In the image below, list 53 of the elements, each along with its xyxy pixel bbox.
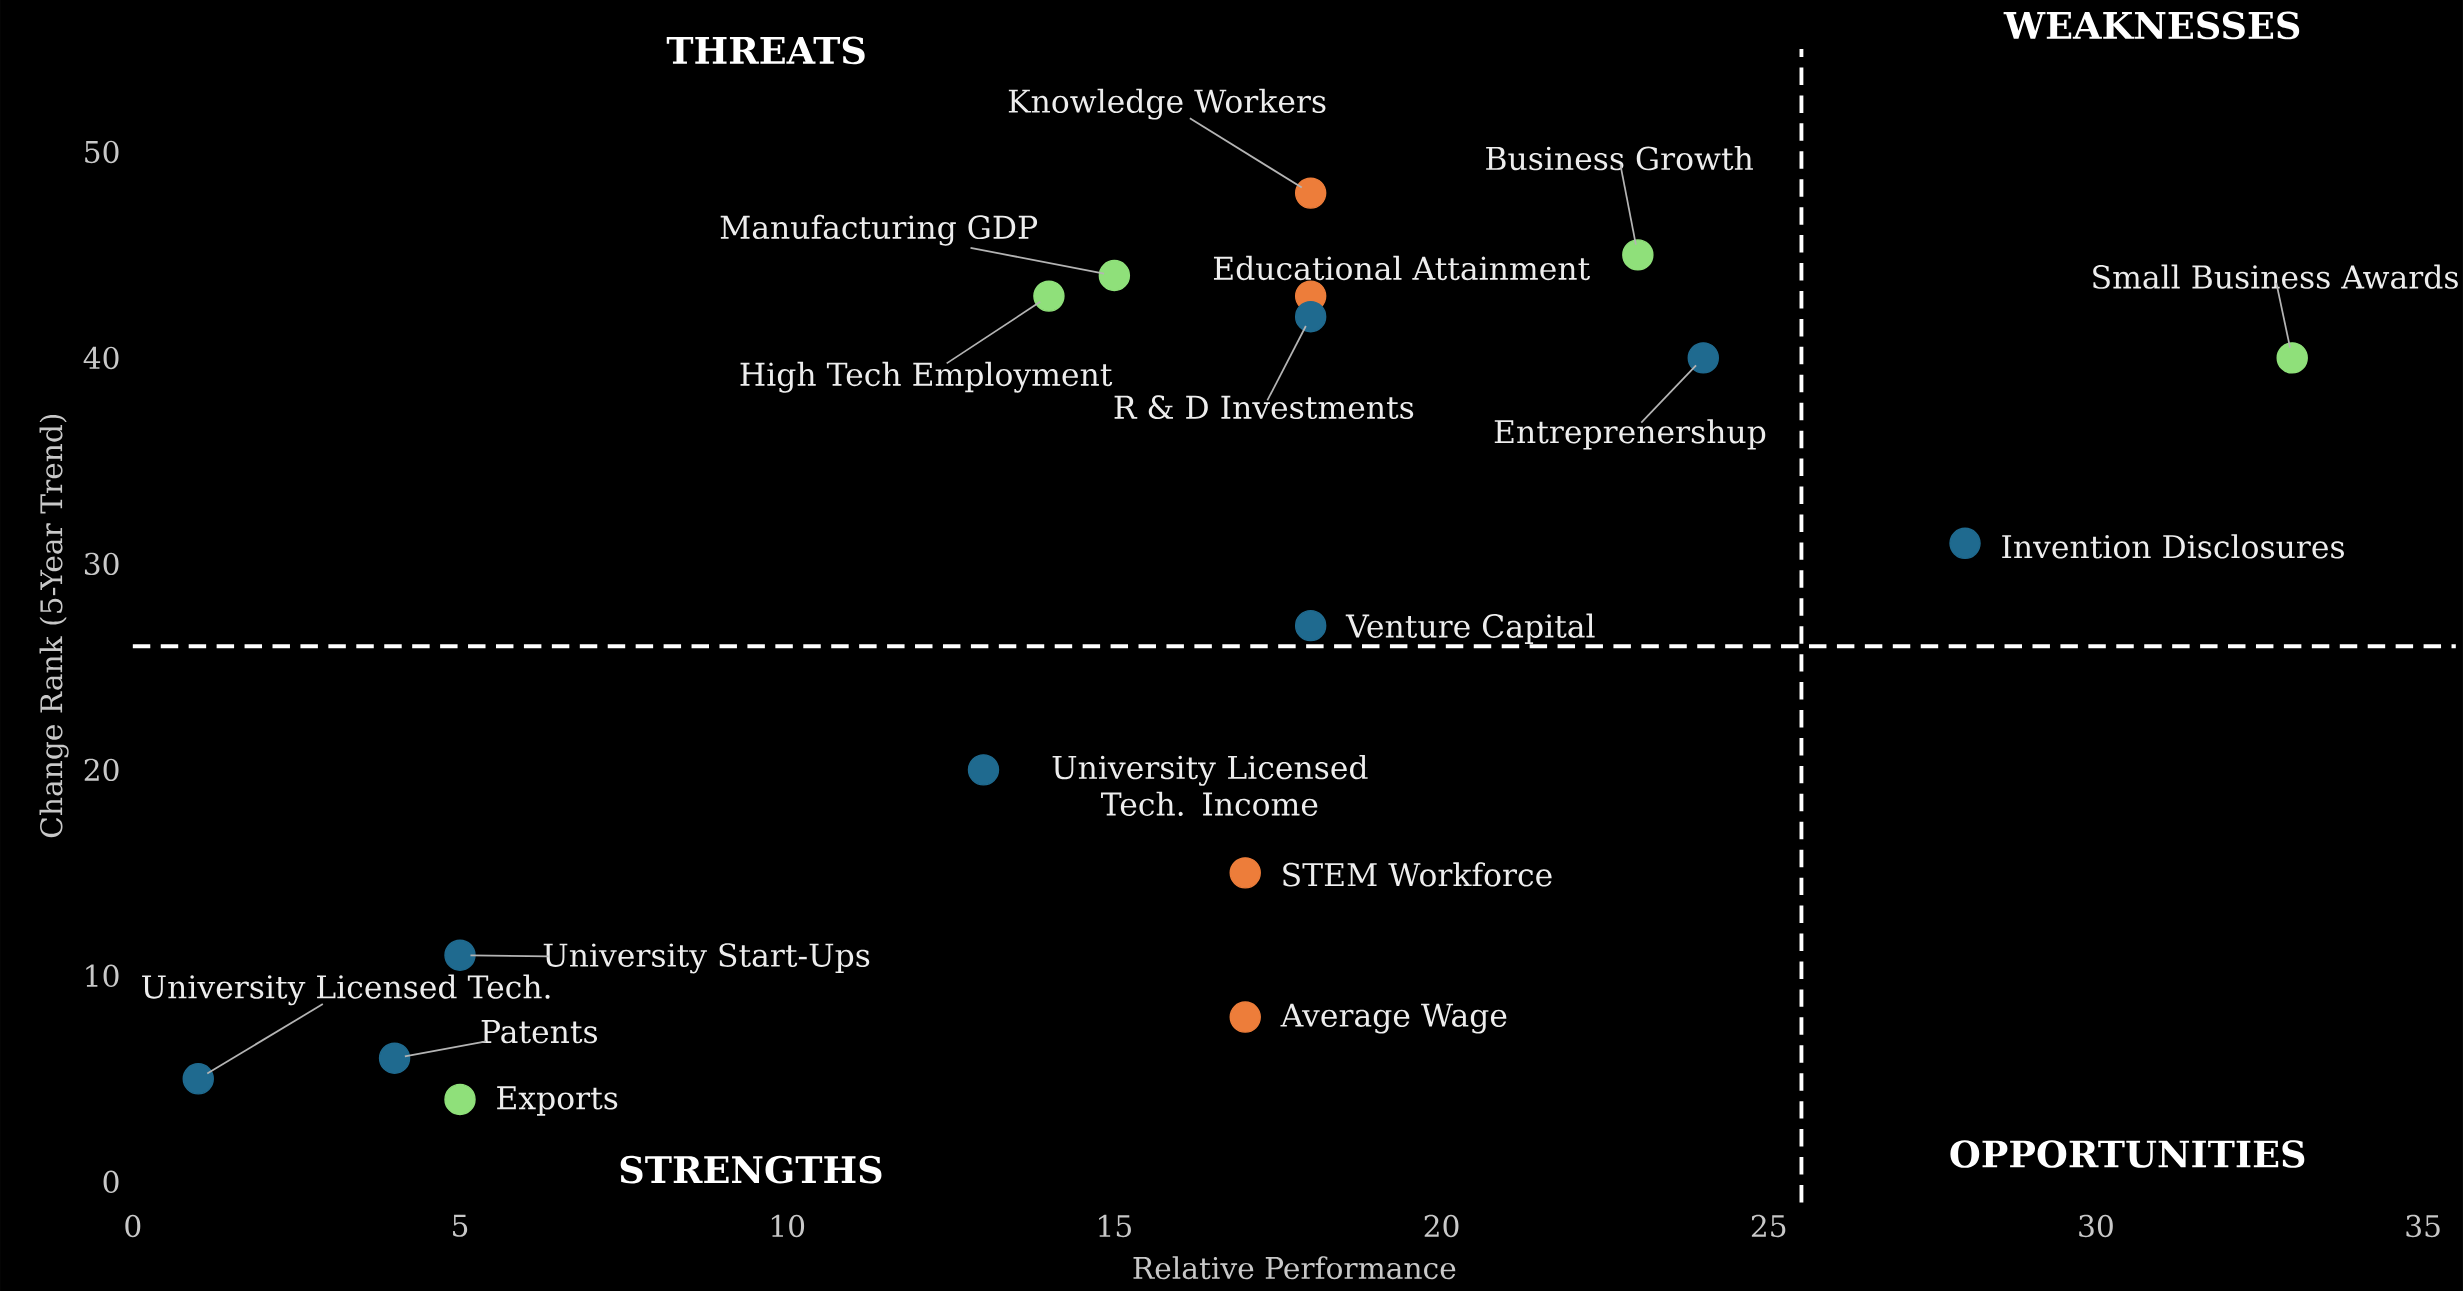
point: [182, 1062, 214, 1095]
annotation: University Start-Ups: [543, 943, 870, 974]
x-axis-title: Relative Performance: [1133, 1256, 1456, 1279]
point: [967, 753, 1000, 786]
annotation: Business Growth: [1486, 145, 1753, 171]
point: [2276, 341, 2308, 374]
y-tick-label: 20: [84, 758, 119, 781]
annotation: Exports: [497, 1086, 618, 1116]
annotation: University Licensed Tech. Income: [1052, 754, 1368, 816]
annotation: STEM Workforce: [1283, 862, 1552, 887]
annotation: R & D Investments: [1114, 395, 1414, 419]
y-axis-title: Change Rank (5-Year Trend): [39, 414, 69, 837]
x-tick-label: 10: [771, 1214, 805, 1238]
y-tick-label: 0: [103, 1170, 119, 1193]
x-tick-label: 20: [1424, 1214, 1459, 1238]
point: [1294, 609, 1327, 642]
point: [1229, 856, 1261, 889]
x-tick-label: 5: [453, 1214, 468, 1237]
text: WEAKNESSES: [2003, 11, 2300, 40]
annotation: OPPORTUNITIES: [1950, 1139, 2305, 1168]
annotation: Venture Capital: [1345, 613, 1595, 644]
x-tick-label: 30: [2079, 1214, 2113, 1238]
x-tick-label: 0: [125, 1214, 141, 1238]
annotation: Average Wage: [1280, 1003, 1507, 1034]
annotation: University Licensed Tech.: [142, 974, 550, 1006]
point: [378, 1042, 411, 1074]
annotation: Manufacturing GDP: [720, 214, 1038, 246]
x-tick-label: 25: [1751, 1214, 1786, 1238]
point: [1229, 1001, 1261, 1033]
point: [1949, 527, 1981, 559]
y-tick-label: 30: [84, 552, 119, 575]
y-tick-label: 40: [83, 346, 119, 369]
point: [444, 1083, 476, 1115]
point: [1033, 280, 1065, 312]
annotation: Invention Disclosures: [2002, 534, 2344, 559]
annotation: Small Business Awards: [2093, 264, 2458, 289]
annotation: Educational Attainment: [1213, 255, 1590, 280]
x-tick-label: 35: [2406, 1214, 2440, 1238]
point: [1622, 238, 1654, 271]
annotation: Patents: [481, 1019, 598, 1044]
annotation: STRENGTHS: [620, 1155, 882, 1184]
point: [1294, 177, 1327, 209]
point: [1294, 300, 1327, 333]
annotation: Entreprenershup: [1494, 418, 1766, 450]
x-tick-label: 15: [1099, 1214, 1131, 1238]
point: [1098, 259, 1131, 292]
y-tick-label: 50: [85, 140, 119, 163]
y-tick-label: 10: [86, 964, 119, 987]
point: [1687, 341, 1719, 374]
annotation: High Tech Employment: [740, 361, 1113, 393]
annotation: Knowledge Workers: [1008, 88, 1326, 120]
point: [444, 939, 476, 971]
annotation: THREATS: [666, 36, 865, 65]
